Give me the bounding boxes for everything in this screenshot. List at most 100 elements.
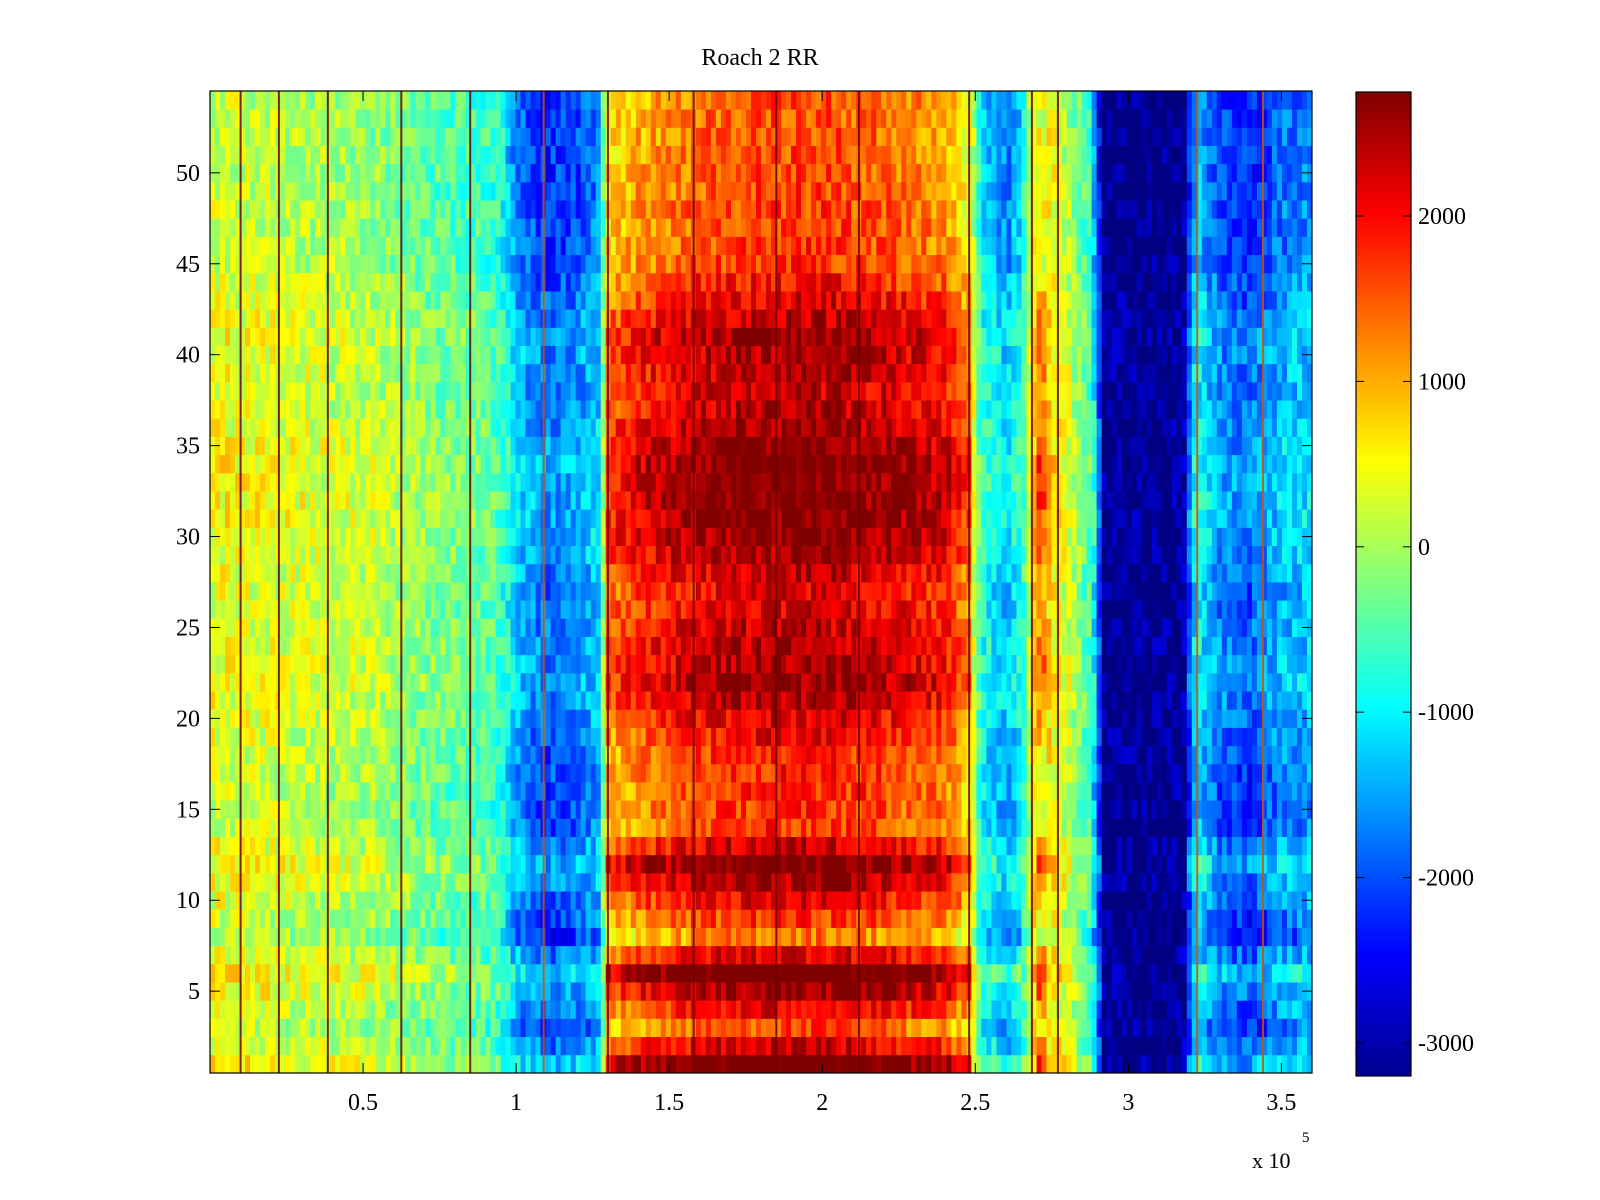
heatmap-cell	[260, 745, 266, 765]
heatmap-cell	[1071, 800, 1077, 819]
heatmap-cell	[781, 1036, 787, 1056]
heatmap-cell	[500, 909, 506, 928]
heatmap-cell	[655, 891, 662, 910]
heatmap-cell	[871, 1000, 877, 1019]
heatmap-cell	[310, 1018, 316, 1038]
heatmap-cell	[1291, 745, 1298, 765]
heatmap-cell	[1166, 872, 1173, 892]
heatmap-cell	[951, 945, 957, 965]
heatmap-cell	[595, 963, 602, 983]
heatmap-cell	[680, 818, 687, 837]
heatmap-cell	[851, 818, 857, 837]
heatmap-cell	[976, 1054, 982, 1074]
heatmap-cell	[365, 727, 371, 747]
heatmap-cell	[1236, 763, 1243, 783]
heatmap-cell	[355, 872, 361, 892]
heatmap-cell	[365, 1000, 371, 1019]
heatmap-cell	[290, 654, 296, 674]
heatmap-cell	[350, 854, 356, 874]
heatmap-cell	[811, 818, 817, 837]
heatmap-cell	[776, 872, 782, 892]
heatmap-cell	[370, 854, 376, 874]
heatmap-cell	[776, 836, 782, 856]
heatmap-cell	[220, 836, 226, 856]
heatmap-cell	[265, 654, 271, 674]
heatmap-cell	[525, 945, 531, 965]
heatmap-cell	[480, 763, 486, 783]
heatmap-cell	[901, 782, 907, 801]
heatmap-cell	[941, 818, 947, 837]
heatmap-cell	[791, 891, 797, 910]
heatmap-cell	[891, 854, 897, 874]
heatmap-cell	[796, 982, 802, 1001]
heatmap-cell	[410, 782, 416, 801]
heatmap-cell	[1171, 727, 1178, 747]
heatmap-cell	[1076, 763, 1082, 783]
heatmap-cell	[620, 963, 627, 983]
heatmap-cell	[350, 709, 356, 728]
heatmap-cell	[670, 800, 677, 819]
heatmap-cell	[720, 672, 727, 692]
heatmap-cell	[1176, 1018, 1183, 1038]
heatmap-cell	[530, 963, 536, 983]
heatmap-cell	[861, 836, 867, 856]
heatmap-cell	[1046, 927, 1052, 947]
heatmap-cell	[210, 854, 216, 874]
heatmap-cell	[670, 782, 677, 801]
heatmap-cell	[670, 982, 677, 1001]
heatmap-cell	[861, 782, 867, 801]
heatmap-cell	[610, 800, 617, 819]
heatmap-cell	[1221, 891, 1228, 910]
heatmap-cell	[1111, 1018, 1118, 1038]
heatmap-cell	[1141, 891, 1148, 910]
heatmap-cell	[861, 654, 867, 674]
heatmap-cell	[1026, 709, 1032, 728]
heatmap-cell	[1306, 782, 1313, 801]
heatmap-cell	[1246, 709, 1253, 728]
heatmap-cell	[415, 691, 421, 710]
heatmap-cell	[1111, 963, 1118, 983]
heatmap-cell	[220, 1018, 226, 1038]
heatmap-cell	[991, 982, 997, 1001]
heatmap-cell	[400, 763, 406, 783]
heatmap-cell	[305, 763, 311, 783]
heatmap-cell	[876, 927, 882, 947]
heatmap-cell	[891, 909, 897, 928]
heatmap-cell	[941, 672, 947, 692]
heatmap-cell	[881, 927, 887, 947]
heatmap-cell	[420, 891, 426, 910]
heatmap-cell	[766, 1054, 772, 1074]
heatmap-cell	[1111, 854, 1118, 874]
heatmap-cell	[946, 1000, 952, 1019]
heatmap-cell	[1106, 727, 1113, 747]
heatmap-cell	[520, 836, 526, 856]
heatmap-cell	[745, 927, 752, 947]
heatmap-cell	[866, 745, 872, 765]
heatmap-cell	[530, 800, 536, 819]
heatmap-cell	[836, 800, 842, 819]
heatmap-cell	[1026, 727, 1032, 747]
heatmap-cell	[725, 1036, 732, 1056]
heatmap-cell	[750, 763, 757, 783]
heatmap-cell	[961, 836, 967, 856]
heatmap-cell	[530, 927, 536, 947]
heatmap-cell	[1091, 672, 1098, 692]
heatmap-cell	[871, 763, 877, 783]
heatmap-cell	[891, 709, 897, 728]
heatmap-cell	[901, 909, 907, 928]
heatmap-cell	[1131, 782, 1138, 801]
heatmap-cell	[956, 1054, 962, 1074]
heatmap-cell	[1196, 945, 1203, 965]
heatmap-cell	[1106, 1018, 1113, 1038]
heatmap-cell	[270, 691, 276, 710]
heatmap-cell	[1226, 854, 1233, 874]
heatmap-cell	[455, 782, 461, 801]
heatmap-cell	[981, 1018, 987, 1038]
heatmap-cell	[1001, 1054, 1007, 1074]
heatmap-cell	[360, 891, 366, 910]
heatmap-cell	[801, 927, 807, 947]
heatmap-cell	[1201, 945, 1208, 965]
heatmap-cell	[1306, 872, 1313, 892]
heatmap-cell	[811, 1054, 817, 1074]
heatmap-cell	[435, 654, 441, 674]
